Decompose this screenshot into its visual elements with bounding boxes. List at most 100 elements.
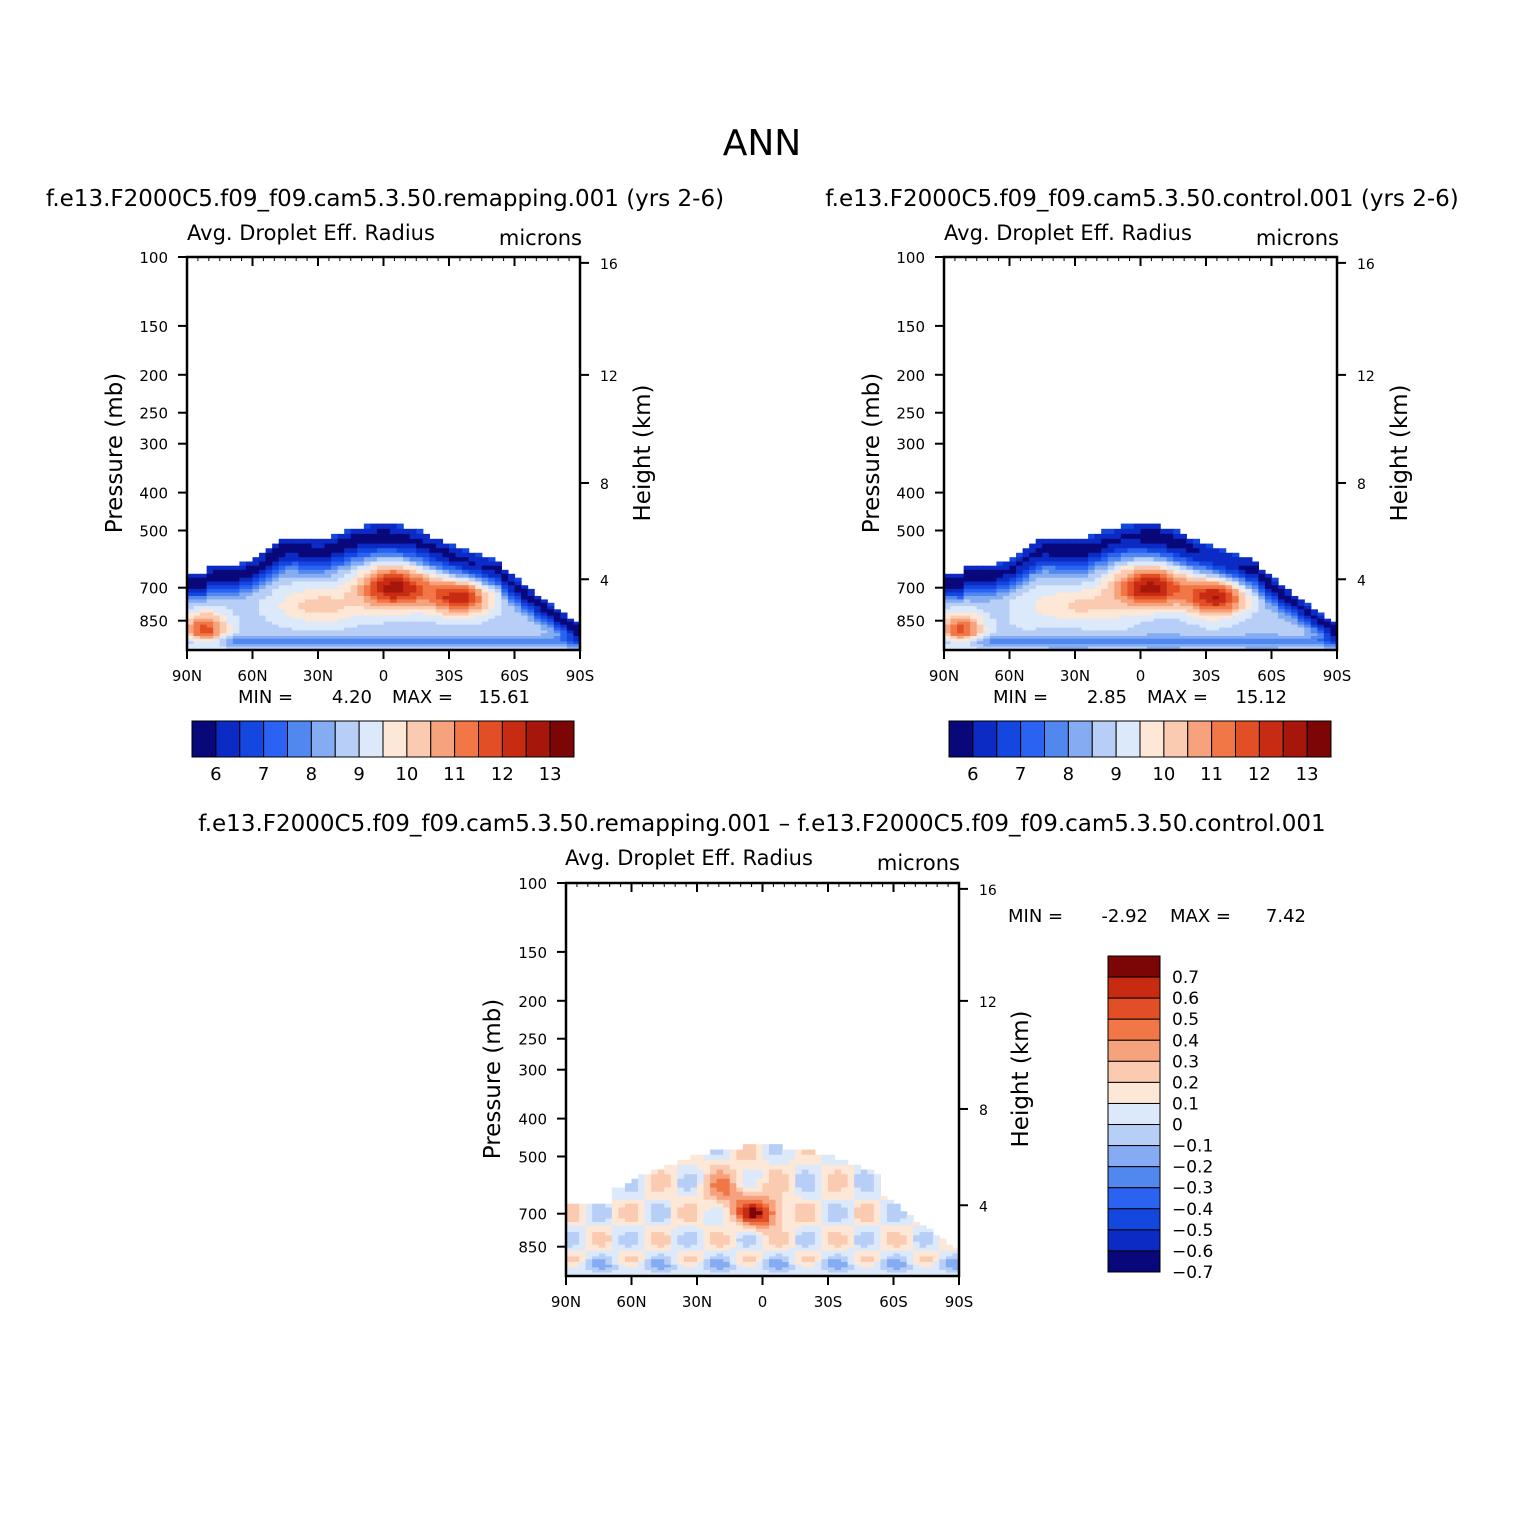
heatmap-cell [279, 592, 286, 596]
heatmap-cell [605, 1222, 612, 1226]
heatmap-cell [651, 1211, 658, 1215]
heatmap-cell [612, 1200, 619, 1205]
heatmap-cell [311, 582, 318, 586]
heatmap-cell [795, 1211, 802, 1215]
min-value: -2.92 [1101, 906, 1148, 927]
heatmap-cell [736, 1222, 743, 1226]
heatmap-cell [769, 1170, 776, 1175]
heatmap-cell [1062, 596, 1069, 600]
heatmap-cell [384, 524, 391, 530]
heatmap-cell [423, 544, 430, 549]
heatmap-cell [586, 1218, 593, 1222]
heatmap-cell [808, 1208, 815, 1212]
heatmap-cell [1121, 574, 1128, 579]
heatmap-cell [671, 1183, 678, 1188]
heatmap-cell [253, 570, 260, 575]
heatmap-cell [1252, 596, 1259, 600]
heatmap-cell [579, 1208, 586, 1212]
heatmap-cell [1029, 562, 1036, 567]
heatmap-cell [1186, 574, 1193, 579]
heatmap-cell [449, 544, 456, 549]
heatmap-cell [377, 534, 384, 540]
heatmap-cell [1010, 574, 1017, 579]
heatmap-cell [1226, 574, 1233, 579]
heatmap-cell [749, 1165, 756, 1170]
heatmap-cell [1062, 539, 1069, 544]
heatmap-cell [664, 1183, 671, 1188]
heatmap-cell [1121, 596, 1128, 600]
heatmap-cell [795, 1192, 802, 1197]
heatmap-cell [821, 1165, 828, 1170]
heatmap-cell [821, 1155, 828, 1161]
heatmap-cell [1036, 574, 1043, 579]
heatmap-cell [1173, 562, 1180, 567]
heatmap-cell [1160, 562, 1167, 567]
heatmap-cell [377, 548, 384, 553]
heatmap-cell [1154, 539, 1161, 544]
heatmap-cell [1101, 592, 1108, 596]
heatmap-cell [1036, 585, 1043, 589]
heatmap-cell [592, 1215, 599, 1219]
heatmap-cell [311, 592, 318, 596]
heatmap-cell [957, 585, 964, 589]
heatmap-cell [1186, 589, 1193, 593]
heatmap-cell [1062, 544, 1069, 549]
heatmap-cell [305, 596, 312, 600]
heatmap-cell [645, 1188, 652, 1193]
heatmap-cell [1134, 566, 1141, 571]
heatmap-cell [977, 570, 984, 575]
heatmap-cell [586, 1204, 593, 1208]
heatmap-cell [730, 1170, 737, 1175]
heatmap-cell [1121, 557, 1128, 562]
heatmap-cell [410, 539, 417, 544]
y-tick-label: 500 [139, 523, 168, 541]
heatmap-cell [756, 1196, 763, 1201]
y-right-tick-label: 4 [979, 1199, 988, 1215]
heatmap-cell [1252, 574, 1259, 579]
heatmap-cell [259, 578, 266, 582]
heatmap-cell [658, 1215, 665, 1219]
heatmap-cell [1154, 574, 1161, 579]
heatmap-cell [239, 578, 246, 582]
heatmap-cell [423, 557, 430, 562]
heatmap-cell [632, 1222, 639, 1226]
heatmap-cell [697, 1200, 704, 1205]
heatmap-cell [802, 1222, 809, 1226]
heatmap-cell [645, 1183, 652, 1188]
heatmap-cell [763, 1170, 770, 1175]
heatmap-cell [808, 1200, 815, 1205]
heatmap-cell [1180, 578, 1187, 582]
heatmap-cell [1252, 566, 1259, 571]
heatmap-cell [410, 578, 417, 582]
heatmap-cell [957, 589, 964, 593]
heatmap-cell [292, 574, 299, 579]
heatmap-cell [1147, 570, 1154, 575]
heatmap-cell [351, 534, 358, 540]
heatmap-cell [501, 570, 508, 575]
heatmap-cell [983, 592, 990, 596]
heatmap-cell [990, 589, 997, 593]
heatmap-cell [1173, 529, 1180, 535]
heatmap-cell [1147, 557, 1154, 562]
heatmap-cell [1088, 534, 1095, 540]
heatmap-cell [429, 589, 436, 593]
heatmap-cell [717, 1200, 724, 1205]
heatmap-cell [370, 557, 377, 562]
heatmap-cell [1154, 544, 1161, 549]
heatmap-cell [403, 534, 410, 540]
heatmap-cell [456, 574, 463, 579]
heatmap-cell [403, 529, 410, 535]
heatmap-cell [338, 539, 345, 544]
heatmap-cell [436, 566, 443, 571]
heatmap-cell [651, 1179, 658, 1184]
heatmap-cell [311, 562, 318, 567]
heatmap-cell [782, 1155, 789, 1161]
heatmap-cell [736, 1155, 743, 1161]
heatmap-cell [697, 1174, 704, 1179]
y-axis-label: Pressure (mb) [480, 999, 506, 1159]
heatmap-cell [743, 1204, 750, 1208]
heatmap-cell [311, 596, 318, 600]
heatmap-cell [292, 566, 299, 571]
heatmap-cell [690, 1196, 697, 1201]
heatmap-cell [469, 553, 476, 558]
